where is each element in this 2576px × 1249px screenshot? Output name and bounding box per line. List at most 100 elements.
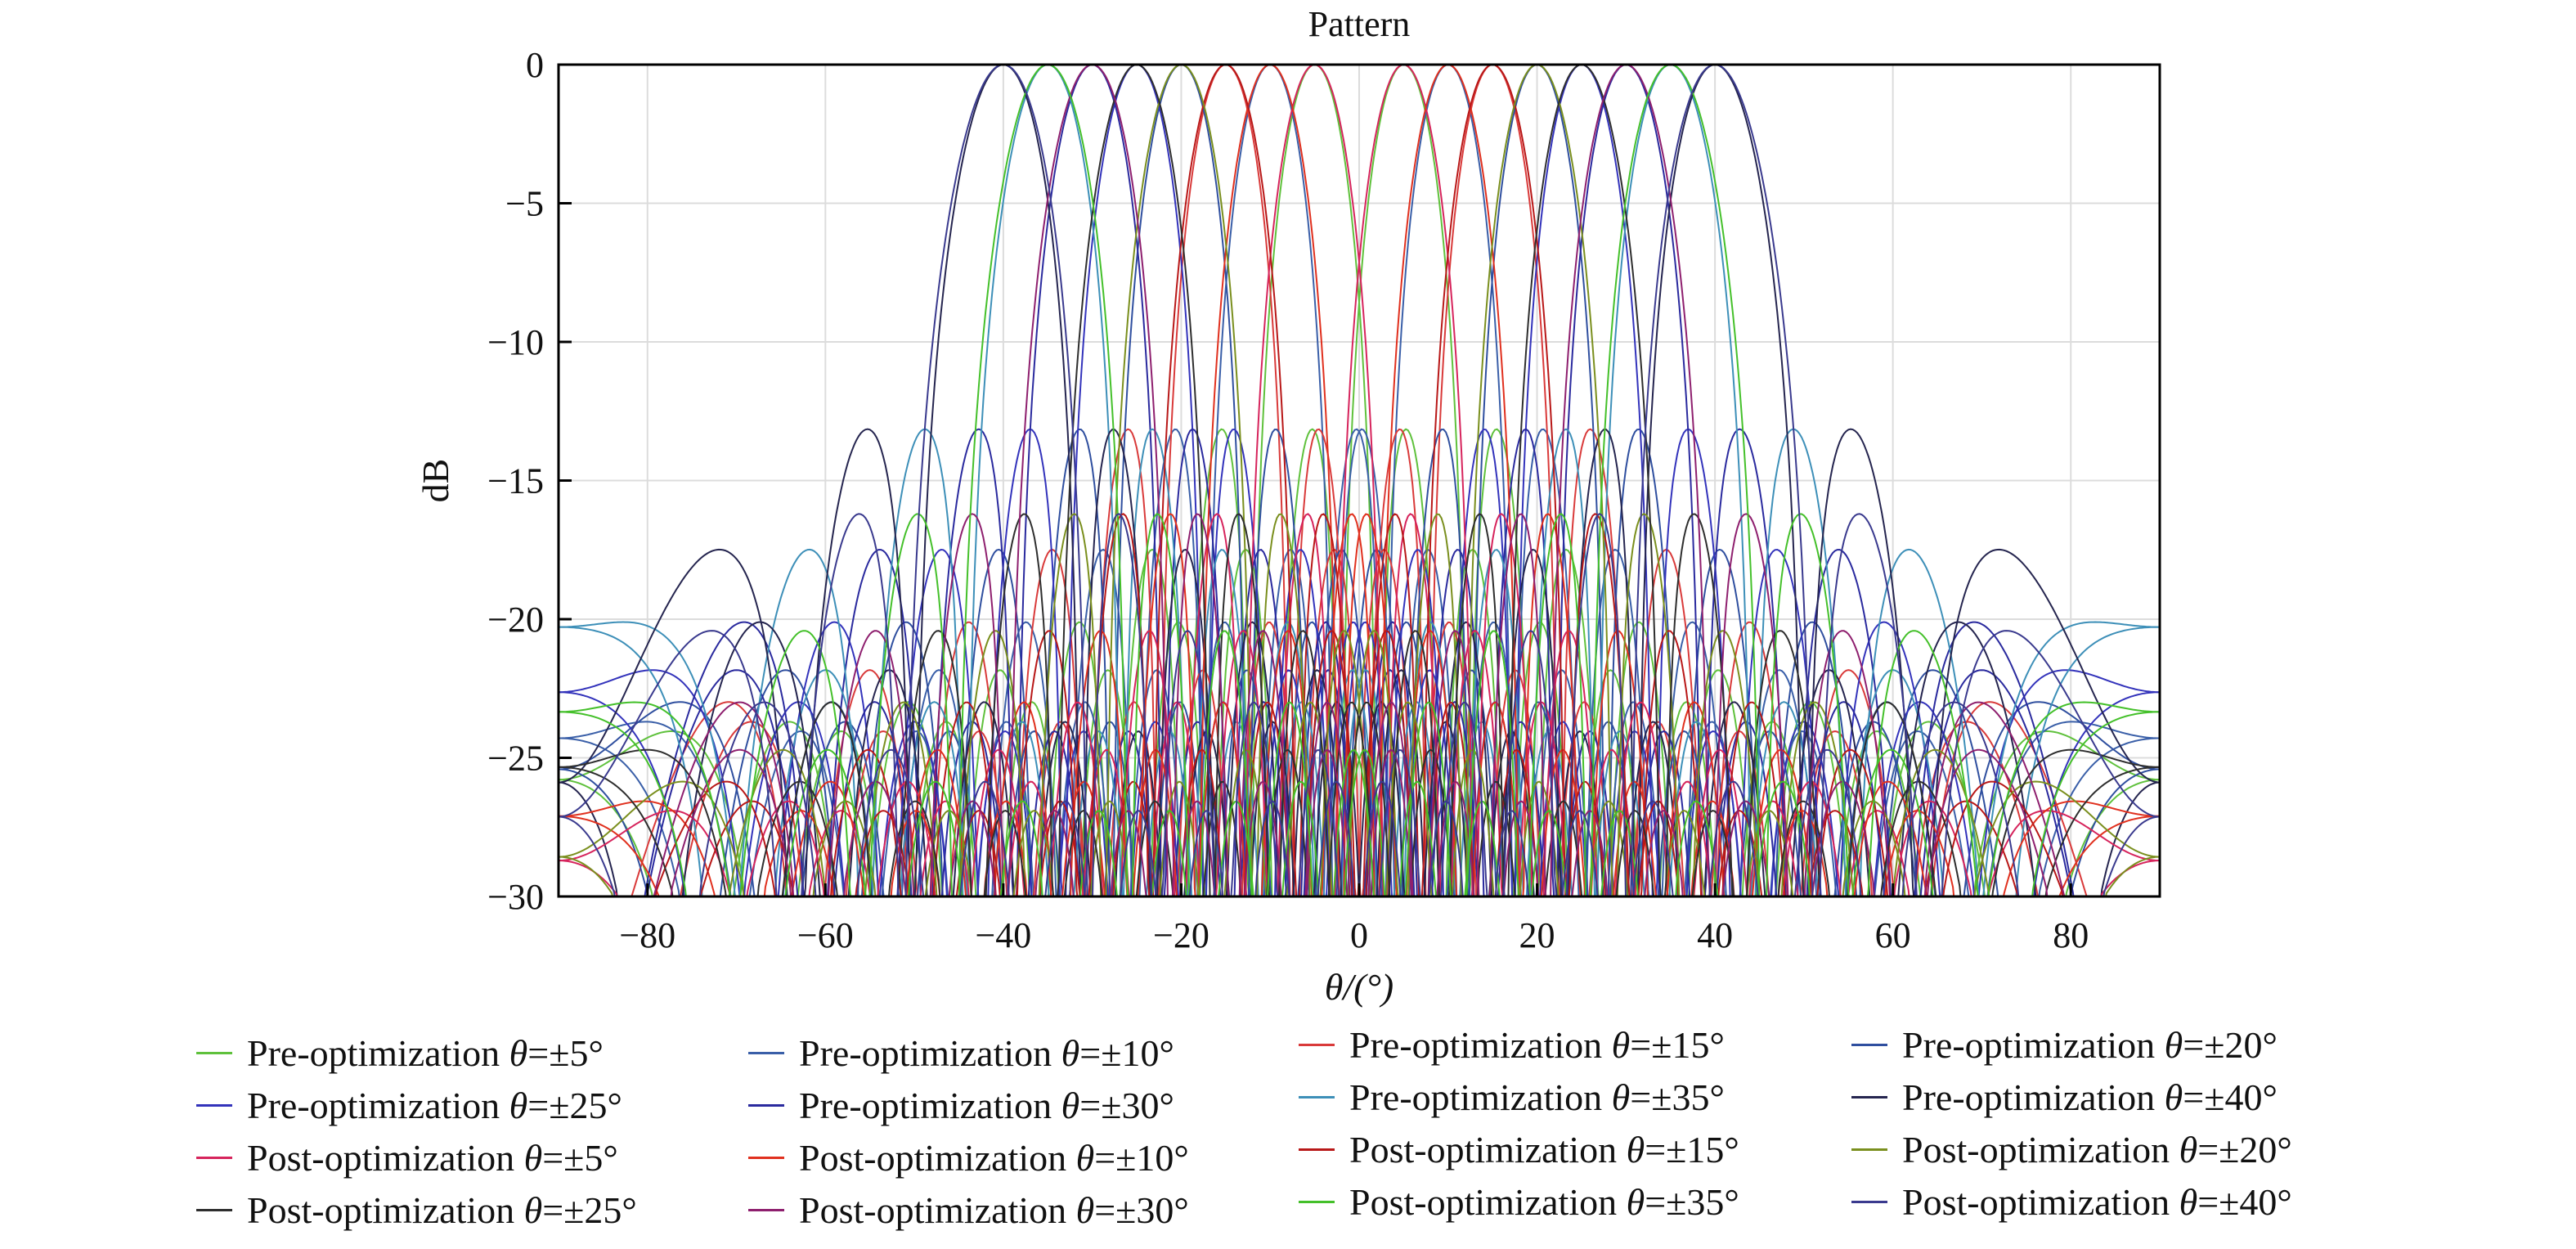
legend-swatch (1299, 1200, 1335, 1203)
legend-label-theta: θ (1061, 1031, 1080, 1074)
legend-label-theta: θ (1075, 1136, 1095, 1179)
legend-label-theta: θ (509, 1031, 528, 1074)
x-tick-label: 40 (1697, 915, 1733, 955)
legend-label-suffix: =±15° (1645, 1128, 1739, 1170)
legend-label-prefix: Post-optimization (247, 1188, 524, 1231)
legend-label-theta: θ (523, 1136, 543, 1179)
legend-item: Pre-optimization θ=±20° (1851, 1018, 2278, 1071)
legend-swatch (748, 1156, 784, 1159)
legend-label: Post-optimization θ=±10° (799, 1136, 1189, 1179)
legend-label-suffix: =±40° (2183, 1076, 2278, 1118)
x-tick-label: 0 (1350, 915, 1368, 955)
legend-label: Post-optimization θ=±20° (1902, 1128, 2292, 1171)
legend-label: Pre-optimization θ=±35° (1349, 1076, 1725, 1119)
legend-label-theta: θ (509, 1084, 528, 1126)
legend-label-prefix: Post-optimization (1349, 1180, 1627, 1223)
legend-swatch (1851, 1095, 1887, 1098)
legend-label: Post-optimization θ=±35° (1349, 1180, 1739, 1224)
legend-label-prefix: Post-optimization (1349, 1128, 1627, 1170)
series-line (559, 65, 2160, 896)
y-tick-label: −10 (487, 322, 544, 362)
legend-label-theta: θ (1611, 1076, 1631, 1118)
series-line (559, 65, 2160, 896)
legend-label-theta: θ (1626, 1128, 1645, 1170)
legend-label-theta: θ (2179, 1128, 2198, 1170)
legend-label-suffix: =±35° (1630, 1076, 1725, 1118)
x-axis-title: θ/(°) (1325, 966, 1393, 1008)
legend-label-suffix: =±25° (542, 1188, 637, 1231)
legend-swatch (1851, 1148, 1887, 1151)
legend-label-suffix: =±30° (1094, 1188, 1189, 1231)
legend-label: Pre-optimization θ=±10° (799, 1031, 1174, 1075)
legend-item: Post-optimization θ=±40° (1851, 1175, 2292, 1228)
legend-swatch (1299, 1043, 1335, 1046)
legend-label-prefix: Pre-optimization (1349, 1076, 1612, 1118)
series-line (559, 65, 2160, 896)
legend-label-prefix: Pre-optimization (1349, 1023, 1612, 1066)
legend-label: Post-optimization θ=±5° (247, 1136, 618, 1179)
legend-item: Post-optimization θ=±10° (748, 1131, 1189, 1184)
legend-label-theta: θ (1061, 1084, 1080, 1126)
legend-label-theta: θ (2164, 1023, 2183, 1066)
y-tick-label: −25 (487, 739, 544, 779)
x-tick-label: 80 (2053, 915, 2089, 955)
legend-label-prefix: Pre-optimization (799, 1084, 1061, 1126)
legend-label-prefix: Pre-optimization (1902, 1023, 2165, 1066)
legend-item: Pre-optimization θ=±15° (1299, 1018, 1725, 1071)
legend-label: Post-optimization θ=±25° (247, 1188, 637, 1232)
legend-label-suffix: =±15° (1630, 1023, 1725, 1066)
legend-label-theta: θ (2179, 1180, 2198, 1223)
y-tick-label: −30 (487, 877, 544, 917)
legend-swatch (196, 1208, 232, 1211)
legend-label-theta: θ (2164, 1076, 2183, 1118)
legend-item: Pre-optimization θ=±35° (1299, 1071, 1725, 1123)
legend-item: Post-optimization θ=±15° (1299, 1123, 1739, 1175)
legend-label-suffix: =±30° (1079, 1084, 1174, 1126)
legend-item: Post-optimization θ=±5° (196, 1131, 618, 1184)
legend-item: Post-optimization θ=±25° (196, 1184, 637, 1236)
legend-label-suffix: =±35° (1645, 1180, 1739, 1223)
legend-item: Post-optimization θ=±35° (1299, 1175, 1739, 1228)
legend-item: Post-optimization θ=±30° (748, 1184, 1189, 1236)
legend-swatch (1851, 1043, 1887, 1046)
x-tick-label: 60 (1875, 915, 1911, 955)
legend-label: Pre-optimization θ=±15° (1349, 1023, 1725, 1067)
legend-label: Pre-optimization θ=±40° (1902, 1076, 2278, 1119)
legend-label-suffix: =±20° (2183, 1023, 2278, 1066)
y-tick-label: −5 (505, 184, 544, 224)
legend-label: Pre-optimization θ=±20° (1902, 1023, 2278, 1067)
legend-label-prefix: Post-optimization (1902, 1180, 2179, 1223)
legend-swatch (196, 1103, 232, 1107)
legend-label-prefix: Post-optimization (247, 1136, 524, 1179)
legend-label: Post-optimization θ=±30° (799, 1188, 1189, 1232)
legend-label-prefix: Post-optimization (799, 1188, 1076, 1231)
y-axis-title: dB (415, 459, 456, 503)
legend-label: Pre-optimization θ=±25° (247, 1084, 622, 1127)
series-line (559, 65, 2160, 896)
chart-title: Pattern (1308, 4, 1411, 44)
legend-label-theta: θ (1626, 1180, 1645, 1223)
legend-item: Post-optimization θ=±20° (1851, 1123, 2292, 1175)
legend-item: Pre-optimization θ=±40° (1851, 1071, 2278, 1123)
legend-label: Post-optimization θ=±40° (1902, 1180, 2292, 1224)
series-lines (559, 65, 2160, 896)
legend-swatch (196, 1156, 232, 1159)
legend-label-prefix: Pre-optimization (1902, 1076, 2165, 1118)
x-tick-label: −40 (975, 915, 1031, 955)
legend-item: Pre-optimization θ=±30° (748, 1079, 1174, 1131)
legend-label-prefix: Pre-optimization (247, 1031, 509, 1074)
legend-item: Pre-optimization θ=±25° (196, 1079, 622, 1131)
series-line (559, 65, 2160, 896)
legend-label-theta: θ (1611, 1023, 1631, 1066)
legend-label-prefix: Post-optimization (799, 1136, 1076, 1179)
legend: Pre-optimization θ=±5° Pre-optimization θ… (196, 1024, 2404, 1239)
legend-swatch (1299, 1148, 1335, 1151)
series-line (559, 65, 2160, 896)
y-tick-label: −15 (487, 461, 544, 501)
legend-label-prefix: Post-optimization (1902, 1128, 2179, 1170)
legend-label-suffix: =±40° (2197, 1180, 2292, 1223)
y-tick-label: 0 (526, 45, 544, 85)
x-tick-label: 20 (1519, 915, 1555, 955)
